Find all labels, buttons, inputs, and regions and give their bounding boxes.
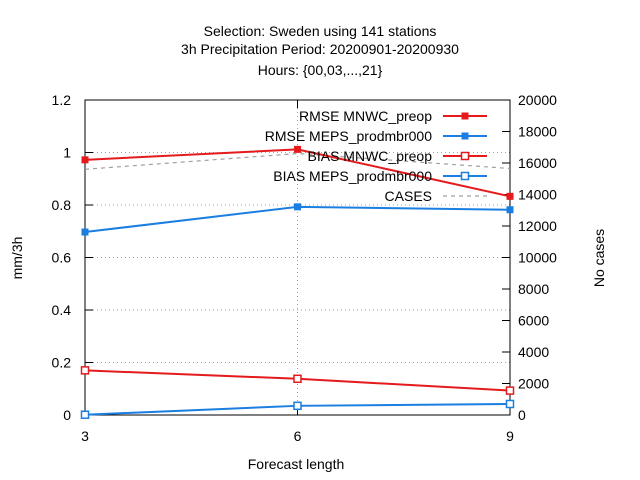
y2-tick-label: 18000 (518, 124, 557, 140)
title-line-2: 3h Precipitation Period: 20200901-202009… (181, 41, 459, 57)
data-point (505, 399, 515, 409)
data-point (505, 386, 515, 395)
legend-label: CASES (385, 188, 432, 204)
legend: RMSE MNWC_preop RMSE MEPS_prodmbr000 BIAS … (265, 108, 487, 204)
y-tick-label: 0 (63, 407, 71, 423)
chart-title: Selection: Sweden using 141 stations 3h … (181, 23, 459, 78)
data-point (506, 206, 514, 214)
y-tick-label: 1.2 (52, 92, 72, 108)
data-point (293, 374, 302, 384)
legend-label: RMSE MEPS_prodmbr000 (265, 128, 433, 144)
y2-tick-label: 8000 (518, 281, 549, 297)
y2-tick-label: 4000 (518, 344, 549, 360)
y2-tick-label: 0 (518, 407, 526, 423)
legend-item-1: RMSE MNWC_preop (299, 108, 487, 124)
series-line (84, 152, 511, 170)
y-axis-label: mm/3h (9, 237, 25, 280)
data-point (294, 203, 301, 211)
data-point (294, 145, 301, 153)
series-5 (84, 152, 511, 170)
series-group (80, 145, 515, 419)
y2-tick-label: 10000 (518, 250, 557, 266)
legend-item-2: RMSE MEPS_prodmbr000 (265, 128, 487, 144)
y-tick-label: 0.2 (52, 355, 72, 371)
title-line-1: Selection: Sweden using 141 stations (204, 23, 437, 39)
y-tick-label: 0.4 (52, 302, 72, 318)
data-point (80, 410, 90, 419)
data-point (293, 401, 302, 411)
y-tick-label: 1 (63, 145, 71, 161)
legend-label: RMSE MNWC_preop (299, 108, 432, 124)
y2-tick-label: 2000 (518, 376, 549, 392)
legend-marker (460, 171, 470, 181)
series-2 (81, 203, 514, 236)
y-tick-label: 0.6 (52, 250, 72, 266)
data-point (506, 192, 514, 200)
y2-tick-label: 12000 (518, 218, 557, 234)
legend-marker (461, 132, 469, 140)
legend-marker (460, 151, 470, 161)
title-line-3: Hours: {00,03,...,21} (258, 62, 383, 78)
y-tick-label: 0.8 (52, 197, 72, 213)
x-tick-label: 6 (294, 428, 302, 444)
legend-label: BIAS MNWC_preop (308, 148, 433, 164)
data-point (81, 156, 89, 164)
x-tick-label: 3 (81, 428, 89, 444)
legend-item-3: BIAS MNWC_preop (308, 148, 487, 164)
series-1 (81, 145, 514, 200)
axis-ticks: 0 0.2 0.4 0.6 0.8 1 1.2 0 2000 4000 6000 8000 10000 1… (52, 92, 558, 444)
series-4 (80, 399, 515, 419)
x-tick-label: 9 (506, 428, 514, 444)
legend-item-4: BIAS MEPS_prodmbr000 (273, 168, 487, 184)
legend-label: BIAS MEPS_prodmbr000 (273, 168, 432, 184)
y2-tick-label: 16000 (518, 155, 557, 171)
series-3 (80, 366, 515, 395)
y2-tick-label: 6000 (518, 313, 549, 329)
y2-tick-label: 20000 (518, 92, 557, 108)
data-point (80, 366, 90, 375)
x-axis-label: Forecast length (248, 456, 345, 472)
y2-axis-label: No cases (591, 229, 607, 287)
legend-item-5: CASES (385, 188, 487, 204)
y2-tick-label: 14000 (518, 187, 557, 203)
data-point (81, 228, 89, 236)
legend-marker (461, 112, 469, 120)
